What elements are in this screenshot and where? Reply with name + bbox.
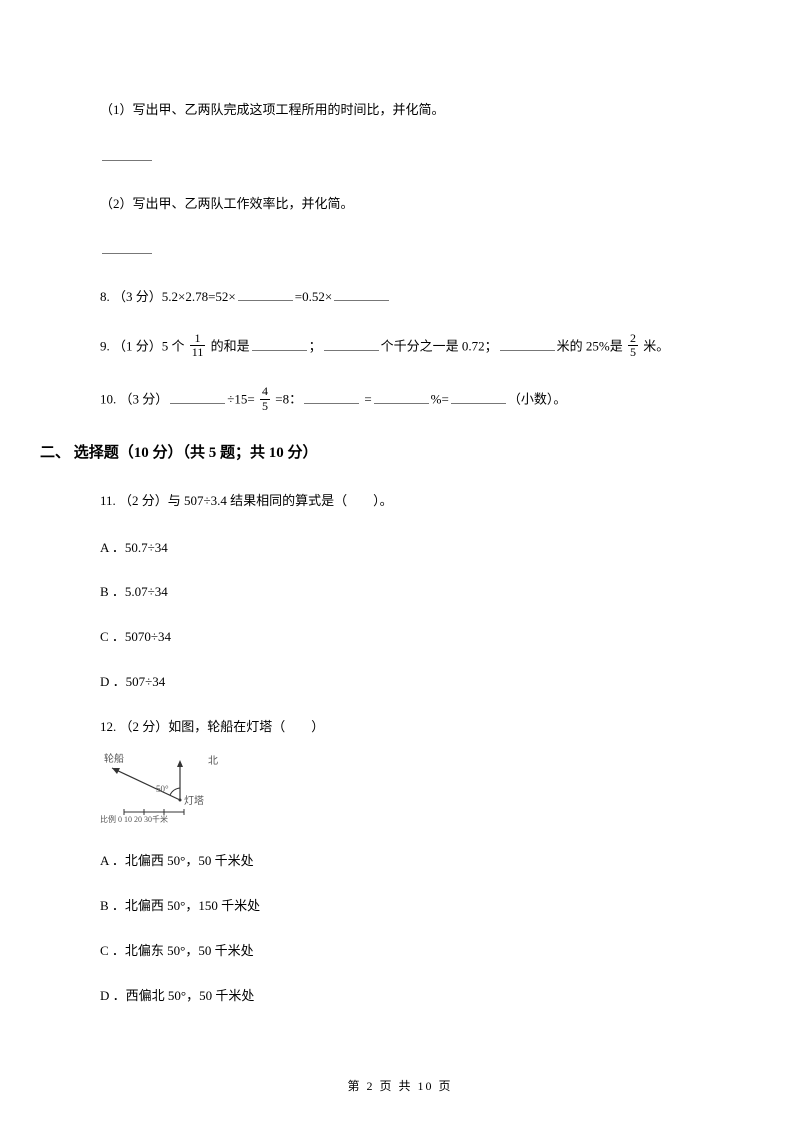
diagram-ship-label: 轮船 [104,752,124,765]
q9-frac1: 111 [190,332,206,359]
q9-frac1-num: 1 [190,332,206,346]
diagram-scale-label: 比例 0 10 20 30千米 [100,814,168,824]
diagram-tower-label: 灯塔 [184,794,204,807]
diagram-north-label: 北 [208,755,218,767]
q10-frac-den: 5 [260,400,270,413]
q10-blank2 [304,403,359,404]
q11-optC: C ．5070÷34 [100,627,700,648]
q10-mid3: = [361,392,372,407]
q12-text: 12. （2 分）如图，轮船在灯塔（ ） [100,717,700,738]
section2-title: 二、 选择题（10 分）（共 5 题；共 10 分） [40,441,700,465]
diagram-angle-label: 50° [156,784,169,794]
q9-frac2: 25 [628,332,638,359]
q7-part2-answer-line [100,240,700,261]
q12-optC: C ．北偏东 50°，50 千米处 [100,941,700,962]
q7-part1-answer-line [100,147,700,168]
q7-part2: （2）写出甲、乙两队工作效率比，并化简。 [100,194,700,215]
q12-optA: A ．北偏西 50°，50 千米处 [100,851,700,872]
q9-blank1 [252,350,307,351]
diagram-north-arrow [177,760,183,767]
q9-blank2 [324,350,379,351]
q9-blank3 [500,350,555,351]
q8-mid: =0.52× [295,289,332,304]
q9-frac1-den: 11 [190,346,206,359]
q9-frac2-num: 2 [628,332,638,346]
diagram-angle-arc [170,788,180,795]
q10-blank1 [170,403,225,404]
diagram-ship-line [112,768,180,800]
q8-blank2 [334,300,389,301]
q12-diagram-svg: 轮船 北 50° 灯塔 比例 0 10 20 30千米 [100,750,250,825]
q10-frac: 45 [260,385,270,412]
q9: 9. （1 分）5 个 111 的和是；个千分之一是 0.72；米的 25%是 … [100,334,700,361]
q10-suffix: （小数）。 [508,392,567,407]
q8-prefix: 8. （3 分）5.2×2.78=52× [100,289,236,304]
q11-optB: B ．5.07÷34 [100,582,700,603]
diagram-tower-point [179,798,182,801]
q10-blank3 [374,403,429,404]
q12-optD: D ．西偏北 50°，50 千米处 [100,986,700,1007]
page-footer: 第 2 页 共 10 页 [0,1077,800,1094]
q10-prefix: 10. （3 分） [100,392,168,407]
q9-t2: ； [309,339,322,354]
q11-optD: D ．507÷34 [100,672,700,693]
page-content: （1）写出甲、乙两队完成这项工程所用的时间比，并化简。 （2）写出甲、乙两队工作… [100,100,700,1007]
q11-optA: A ．50.7÷34 [100,538,700,559]
q12-diagram: 轮船 北 50° 灯塔 比例 0 10 20 30千米 [100,750,700,832]
q10-mid4: %= [431,392,449,407]
q11-text: 11. （2 分）与 507÷3.4 结果相同的算式是（ ）。 [100,491,700,512]
q10-frac-num: 4 [260,385,270,399]
q10-blank4 [451,403,506,404]
q9-t4: 米的 25%是 [557,339,626,354]
q8: 8. （3 分）5.2×2.78=52× =0.52× [100,287,700,308]
q9-t5: 米。 [643,339,669,354]
q10-mid2: =8： [275,392,302,407]
q9-frac2-den: 5 [628,346,638,359]
q9-prefix: 9. （1 分）5 个 [100,339,185,354]
q7-part1: （1）写出甲、乙两队完成这项工程所用的时间比，并化简。 [100,100,700,121]
q10: 10. （3 分） ÷15= 45 =8： = %= （小数）。 [100,387,700,414]
q10-mid1: ÷15= [227,392,258,407]
q8-blank1 [238,300,293,301]
q9-t1: 的和是 [211,339,250,354]
q9-t3: 个千分之一是 0.72； [381,339,498,354]
q12-optB: B ．北偏西 50°，150 千米处 [100,896,700,917]
